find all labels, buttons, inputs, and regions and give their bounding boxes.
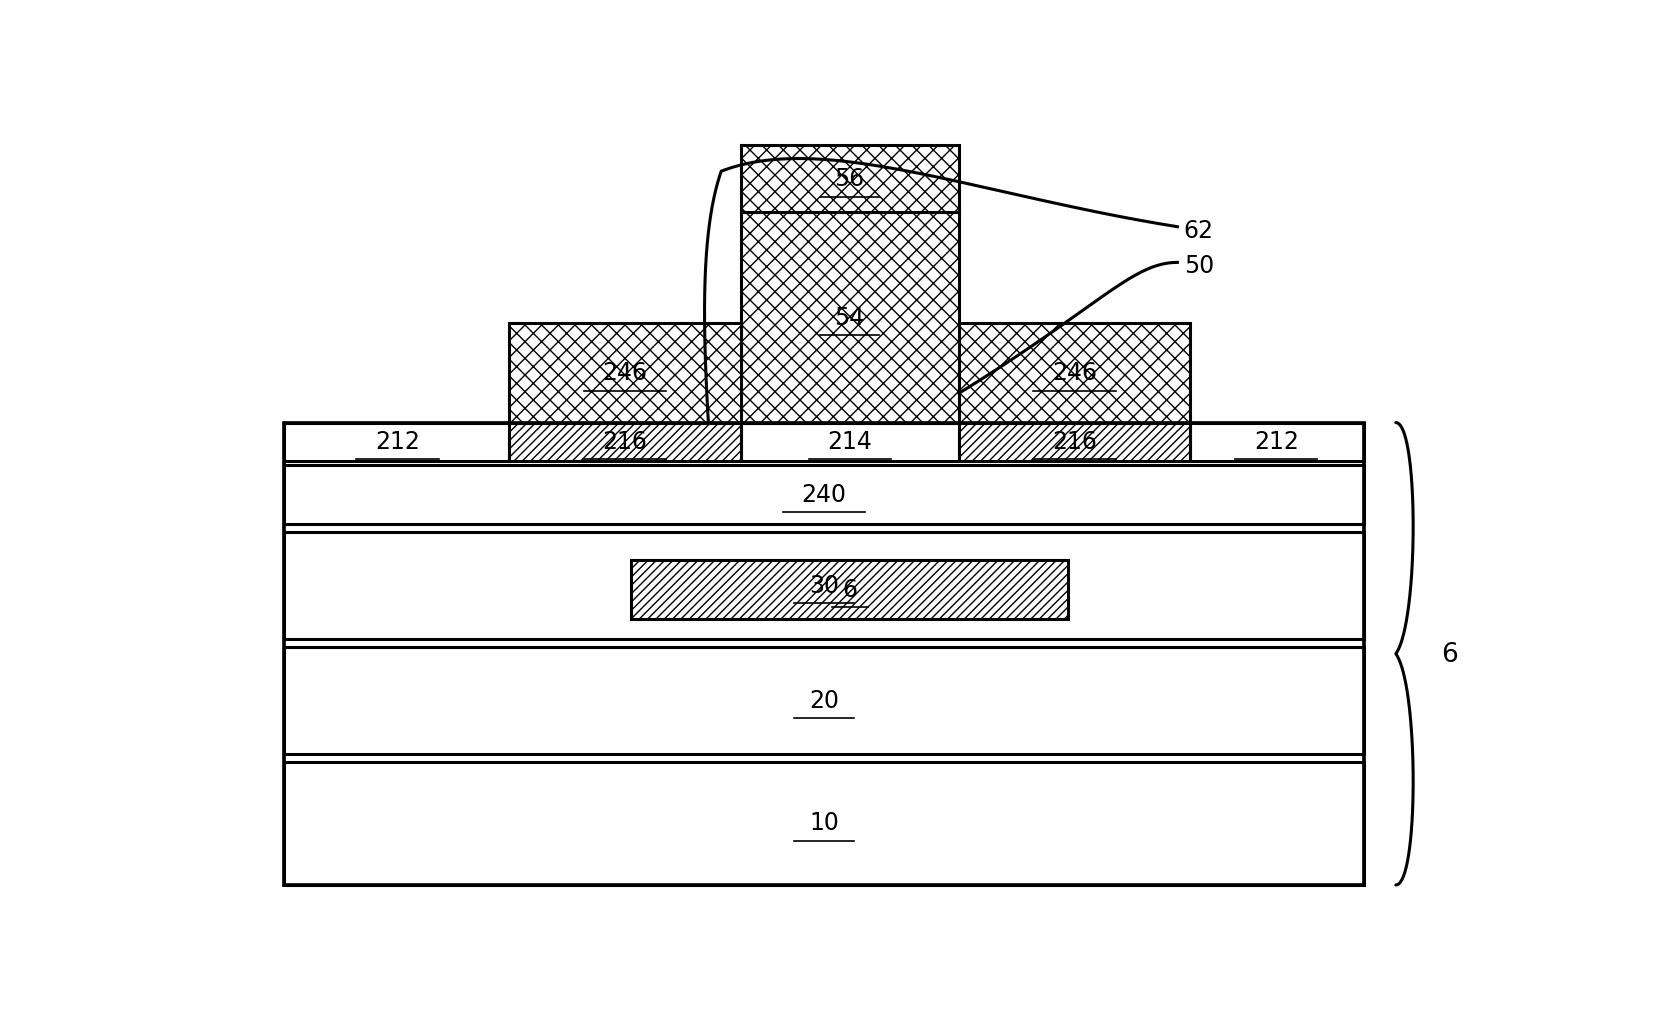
Text: 20: 20	[809, 689, 838, 713]
Text: 54: 54	[833, 306, 865, 330]
Text: 6: 6	[842, 578, 857, 602]
Bar	[741, 145, 958, 212]
Text: 246: 246	[601, 362, 646, 385]
Text: 240: 240	[800, 483, 847, 507]
Text: 56: 56	[833, 167, 865, 192]
Text: 216: 216	[601, 430, 646, 453]
Text: 212: 212	[1253, 430, 1297, 453]
Bar	[285, 422, 509, 460]
Text: 50: 50	[1183, 254, 1213, 278]
Text: 246: 246	[1052, 362, 1097, 385]
Bar	[1190, 422, 1362, 460]
Bar	[958, 323, 1190, 422]
Text: 6: 6	[1440, 642, 1457, 668]
Bar	[741, 212, 958, 422]
Bar	[285, 465, 1362, 524]
Bar	[285, 762, 1362, 885]
Text: 62: 62	[1183, 218, 1213, 243]
Bar	[958, 422, 1190, 460]
Text: 216: 216	[1052, 430, 1097, 453]
Text: 10: 10	[809, 811, 838, 835]
Bar	[741, 422, 958, 460]
Bar	[285, 422, 1362, 885]
Bar	[509, 422, 741, 460]
Bar	[285, 647, 1362, 754]
Bar	[509, 323, 741, 422]
Bar	[285, 533, 1362, 639]
Bar	[631, 560, 1067, 619]
Text: 214: 214	[827, 430, 872, 453]
Text: 212: 212	[374, 430, 419, 453]
Text: 30: 30	[809, 574, 838, 598]
